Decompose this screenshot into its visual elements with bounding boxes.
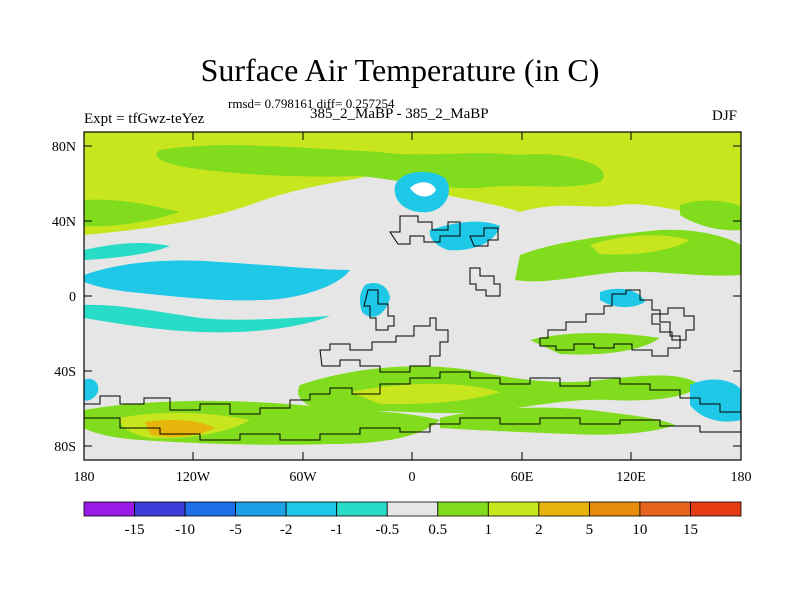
lon-label: 120E (616, 470, 646, 485)
colorbar-label: 1 (485, 522, 493, 538)
coast-europe (389, 215, 461, 245)
field-warm-antarctic-east (440, 407, 675, 435)
coast-north-africa (469, 227, 499, 247)
colorbar-label: -5 (229, 522, 242, 538)
lat-label: 40S (54, 365, 76, 380)
colorbar-label: -1 (330, 522, 343, 538)
temperature-field (84, 132, 741, 460)
field-cool-south-pacific (84, 304, 330, 333)
coast-australia (651, 307, 695, 341)
lon-label: 60E (511, 470, 534, 485)
colorbar-swatch (83, 501, 135, 517)
colorbar-swatch (690, 501, 742, 517)
field-warm-nw (84, 199, 180, 227)
coast-south-america-north (363, 289, 395, 331)
colorbar-swatch (639, 501, 691, 517)
coast-middle-east (469, 267, 501, 297)
field-cool-indonesia (600, 288, 645, 308)
colorbar-label: -15 (125, 522, 145, 538)
colorbar-swatch (487, 501, 540, 517)
ticks (84, 132, 741, 460)
field-cool-tropics (84, 260, 350, 301)
colorbar-label: 15 (683, 522, 698, 538)
experiment-label: Expt = tfGwz-teYez (84, 111, 205, 127)
colorbar-swatch (134, 501, 186, 517)
colorbar-swatch (386, 501, 439, 517)
colorbar-swatch (285, 501, 338, 517)
colorbar-labels: -15 -10 -5 -2 -1 -0.5 0.5 1 2 5 10 15 (125, 522, 698, 538)
colorbar (83, 501, 742, 517)
stats-label: rmsd= 0.798161 diff= 0.257254 (228, 96, 395, 111)
coast-south-america (319, 317, 449, 373)
lat-label: 80N (52, 140, 76, 155)
lat-label: 0 (69, 290, 76, 305)
field-warm-ne (680, 200, 741, 231)
field-cool-southwest (84, 378, 99, 401)
colorbar-swatch (235, 501, 287, 517)
lon-label: 180 (74, 470, 95, 485)
field-cool-atlantic (429, 221, 500, 251)
colorbar-swatch (184, 501, 237, 517)
colorbar-label: 5 (586, 522, 594, 538)
colorbar-swatch (437, 501, 489, 517)
coast-africa-asia (539, 289, 681, 357)
season-label: DJF (712, 108, 738, 124)
lon-label: 180 (731, 470, 752, 485)
map-subtitle: 385_2_MaBP - 385_2_MaBP (310, 106, 489, 122)
lat-label: 40N (52, 215, 76, 230)
colorbar-label: -2 (280, 522, 293, 538)
colorbar-label: 10 (632, 522, 647, 538)
field-cool-north-pacific (84, 243, 170, 260)
lon-label: 120W (176, 470, 211, 485)
lat-label: 80S (54, 440, 76, 455)
colorbar-swatch (538, 501, 590, 517)
field-cool-southeast (690, 379, 741, 422)
colorbar-label: -10 (175, 522, 195, 538)
colorbar-label: 0.5 (428, 522, 447, 538)
coast-antarctica-south (84, 417, 741, 441)
map-title: Surface Air Temperature (in C) (200, 52, 600, 88)
field-warm-north-inner (156, 145, 604, 189)
lon-label: 0 (409, 470, 416, 485)
field-warm-indian (530, 333, 660, 355)
coastlines (84, 215, 741, 441)
field-warm-south-ocean-inner (350, 383, 500, 405)
coast-antarctica-north (84, 371, 741, 415)
field-warm-antarctic-core (145, 420, 215, 437)
lon-label: 60W (289, 470, 317, 485)
colorbar-swatch (588, 501, 641, 517)
colorbar-label: 2 (535, 522, 543, 538)
colorbar-label: -0.5 (375, 522, 399, 538)
colorbar-swatch (336, 501, 388, 517)
field-greenland-ice (410, 182, 436, 197)
field-warm-asia-inner (590, 235, 690, 255)
